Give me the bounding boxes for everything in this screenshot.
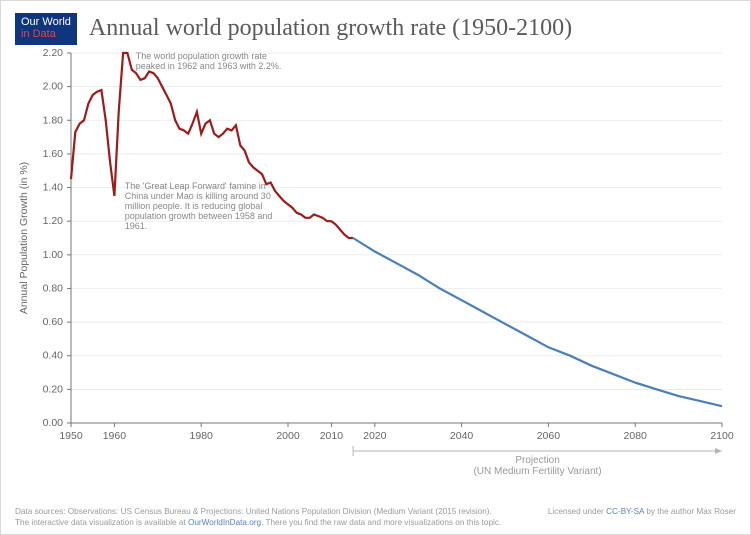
y-axis: 0.00 0.20 0.40 0.60 0.80 1.00 1.20 1.40 1.60 1.80… bbox=[43, 47, 71, 429]
svg-text:China under Mao is killing aro: China under Mao is killing around 30 bbox=[125, 191, 271, 201]
owid-logo: Our World in Data bbox=[15, 13, 77, 45]
svg-text:1.40: 1.40 bbox=[43, 182, 64, 194]
footer: Licensed under CC-BY-SA by the author Ma… bbox=[15, 506, 736, 528]
svg-text:2100: 2100 bbox=[710, 430, 734, 442]
svg-text:1.60: 1.60 bbox=[43, 148, 64, 160]
svg-text:0.00: 0.00 bbox=[43, 417, 64, 429]
svg-text:1.20: 1.20 bbox=[43, 215, 64, 227]
svg-text:peaked in 1962 and 1963 with 2: peaked in 1962 and 1963 with 2.2%. bbox=[136, 61, 282, 71]
svg-text:1980: 1980 bbox=[190, 430, 214, 442]
chart-title: Annual world population growth rate (195… bbox=[89, 15, 572, 42]
svg-text:2.00: 2.00 bbox=[43, 81, 64, 93]
svg-text:million people. It is reducing: million people. It is reducing global bbox=[125, 201, 263, 211]
svg-text:2010: 2010 bbox=[320, 430, 344, 442]
logo-line2: in Data bbox=[21, 28, 56, 40]
svg-text:2.20: 2.20 bbox=[43, 47, 64, 59]
svg-text:2000: 2000 bbox=[276, 430, 300, 442]
y-axis-label: Annual Population Growth (in %) bbox=[18, 162, 30, 314]
svg-text:0.60: 0.60 bbox=[43, 316, 64, 328]
svg-text:1.00: 1.00 bbox=[43, 249, 64, 261]
license-link[interactable]: CC-BY-SA bbox=[606, 507, 644, 516]
svg-text:0.20: 0.20 bbox=[43, 383, 64, 395]
line-chart: 0.00 0.20 0.40 0.60 0.80 1.00 1.20 1.40 1.60 1.80… bbox=[15, 47, 738, 477]
svg-text:1950: 1950 bbox=[59, 430, 83, 442]
svg-text:The 'Great Leap Forward' famin: The 'Great Leap Forward' famine in bbox=[125, 181, 266, 191]
svg-text:1961.: 1961. bbox=[125, 221, 148, 231]
chart-area: 0.00 0.20 0.40 0.60 0.80 1.00 1.20 1.40 1.60 1.80… bbox=[15, 47, 738, 477]
svg-text:2020: 2020 bbox=[363, 430, 387, 442]
svg-text:1960: 1960 bbox=[103, 430, 127, 442]
svg-text:0.40: 0.40 bbox=[43, 350, 64, 362]
svg-text:Projection: Projection bbox=[515, 455, 559, 466]
owid-link[interactable]: OurWorldInData.org bbox=[188, 518, 261, 527]
projection-indicator: Projection(UN Medium Fertility Variant) bbox=[353, 446, 722, 477]
logo-line1: Our World bbox=[21, 16, 71, 28]
svg-text:population growth between 1958: population growth between 1958 and bbox=[125, 211, 273, 221]
svg-text:2060: 2060 bbox=[537, 430, 561, 442]
svg-text:1.80: 1.80 bbox=[43, 114, 64, 126]
sources-text: Data sources: Observations: US Census Bu… bbox=[15, 507, 492, 516]
svg-text:0.80: 0.80 bbox=[43, 283, 64, 295]
header: Our World in Data Annual world populatio… bbox=[1, 1, 750, 47]
svg-text:The world population growth ra: The world population growth rate bbox=[136, 51, 267, 61]
svg-text:2080: 2080 bbox=[624, 430, 648, 442]
svg-text:2040: 2040 bbox=[450, 430, 474, 442]
svg-text:(UN Medium Fertility Variant): (UN Medium Fertility Variant) bbox=[473, 466, 601, 477]
annotation-peak: The world population growth ratepeaked i… bbox=[136, 51, 282, 71]
annotation-famine: The 'Great Leap Forward' famine inChina … bbox=[125, 181, 273, 231]
license-text: Licensed under CC-BY-SA by the author Ma… bbox=[548, 506, 736, 517]
x-axis: 1950 1960 1980 2000 2010 2020 2040 2060 2080 2100 bbox=[59, 423, 734, 442]
